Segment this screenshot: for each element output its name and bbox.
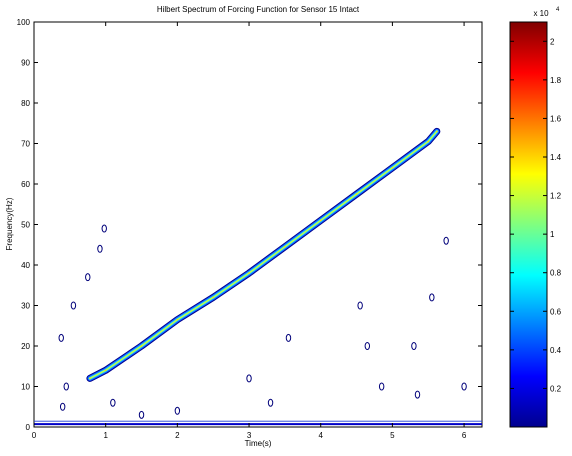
- ridge-point: [427, 140, 430, 143]
- plot-area: [33, 21, 483, 428]
- contour-blob: [414, 390, 421, 399]
- colorbar: [509, 21, 548, 428]
- ridge-point: [140, 345, 143, 347]
- contour-blob: [357, 301, 363, 310]
- contour-blob: [285, 333, 292, 342]
- contour-blob: [429, 293, 435, 302]
- x-tick-label: 3: [247, 431, 252, 440]
- y-tick-label: 70: [21, 140, 30, 149]
- contour-blob: [246, 374, 252, 383]
- y-tick-label: 20: [21, 342, 30, 351]
- colorbar-ticks: 0.2 0.4 0.6 0.8 1 1.2 1.4 1.6 1.8 2: [510, 37, 562, 393]
- contour-blob: [174, 406, 181, 415]
- ridge-point: [89, 377, 91, 380]
- y-tick-label: 100: [17, 18, 31, 27]
- colorbar-tick-label: 0.4: [550, 346, 562, 355]
- contour-blob: [85, 273, 91, 282]
- x-tick-label: 2: [175, 431, 180, 440]
- chart-title: Hilbert Spectrum of Forcing Function for…: [157, 5, 360, 14]
- contour-blob: [110, 398, 116, 407]
- ridge-point: [319, 219, 322, 222]
- ridge-point: [283, 245, 286, 248]
- colorbar-tick-label: 0.2: [550, 384, 562, 393]
- contour-blob: [411, 342, 417, 350]
- contour-blob: [63, 382, 69, 391]
- contour-blob: [364, 342, 371, 350]
- x-tick-label: 1: [103, 431, 108, 440]
- contour-blob: [138, 410, 145, 419]
- contour-blob: [461, 382, 467, 391]
- ridge-core: [89, 130, 438, 380]
- contour-blob: [59, 402, 66, 411]
- y-tick-label: 60: [21, 180, 30, 189]
- contour-blob: [70, 301, 77, 310]
- contour-blob: [101, 224, 107, 233]
- colorbar-tick-label: 1: [550, 230, 555, 239]
- colorbar-tick-label: 1.6: [550, 114, 562, 123]
- ridge-point: [391, 166, 394, 169]
- colorbar-exponent-power: 4: [556, 7, 560, 13]
- y-axis: 0 10 20 30 40 50 60 70 80 90 100: [17, 18, 482, 432]
- y-tick-label: 40: [21, 261, 30, 270]
- contour-blob: [267, 398, 274, 407]
- x-axis: 0 1 2 3 4 5 6: [32, 22, 467, 440]
- y-tick-label: 90: [21, 59, 30, 68]
- contour-blob: [58, 333, 64, 342]
- contour-blob: [378, 382, 385, 391]
- x-tick-label: 4: [318, 431, 323, 440]
- plot-content: [34, 127, 482, 426]
- x-tick-label: 6: [462, 431, 467, 440]
- contour-blob: [97, 244, 103, 253]
- colorbar-tick-label: 1.4: [550, 153, 562, 162]
- y-tick-label: 10: [21, 383, 30, 392]
- y-tick-label: 50: [21, 221, 30, 230]
- colorbar-tick-label: 1.8: [550, 76, 562, 85]
- colorbar-tick-label: 0.6: [550, 307, 562, 316]
- x-tick-label: 5: [390, 431, 395, 440]
- x-tick-label: 0: [32, 431, 37, 440]
- ridge-point: [355, 193, 358, 196]
- colorbar-tick-label: 1.2: [550, 192, 562, 201]
- contour-blob: [443, 236, 449, 245]
- colorbar-exponent: x 10: [533, 9, 549, 18]
- ridge-point: [212, 296, 215, 299]
- ridge-point: [435, 130, 438, 133]
- ridge-point: [176, 318, 179, 321]
- y-tick-label: 80: [21, 99, 30, 108]
- x-axis-label: Time(s): [245, 439, 272, 448]
- y-tick-label: 30: [21, 302, 30, 311]
- ridge-point: [104, 369, 107, 372]
- colorbar-tick-label: 2: [550, 37, 555, 46]
- y-tick-label: 0: [26, 423, 31, 432]
- ridge-point: [248, 272, 250, 274]
- colorbar-tick-label: 0.8: [550, 269, 562, 278]
- y-axis-label: Frequency(Hz): [5, 197, 14, 250]
